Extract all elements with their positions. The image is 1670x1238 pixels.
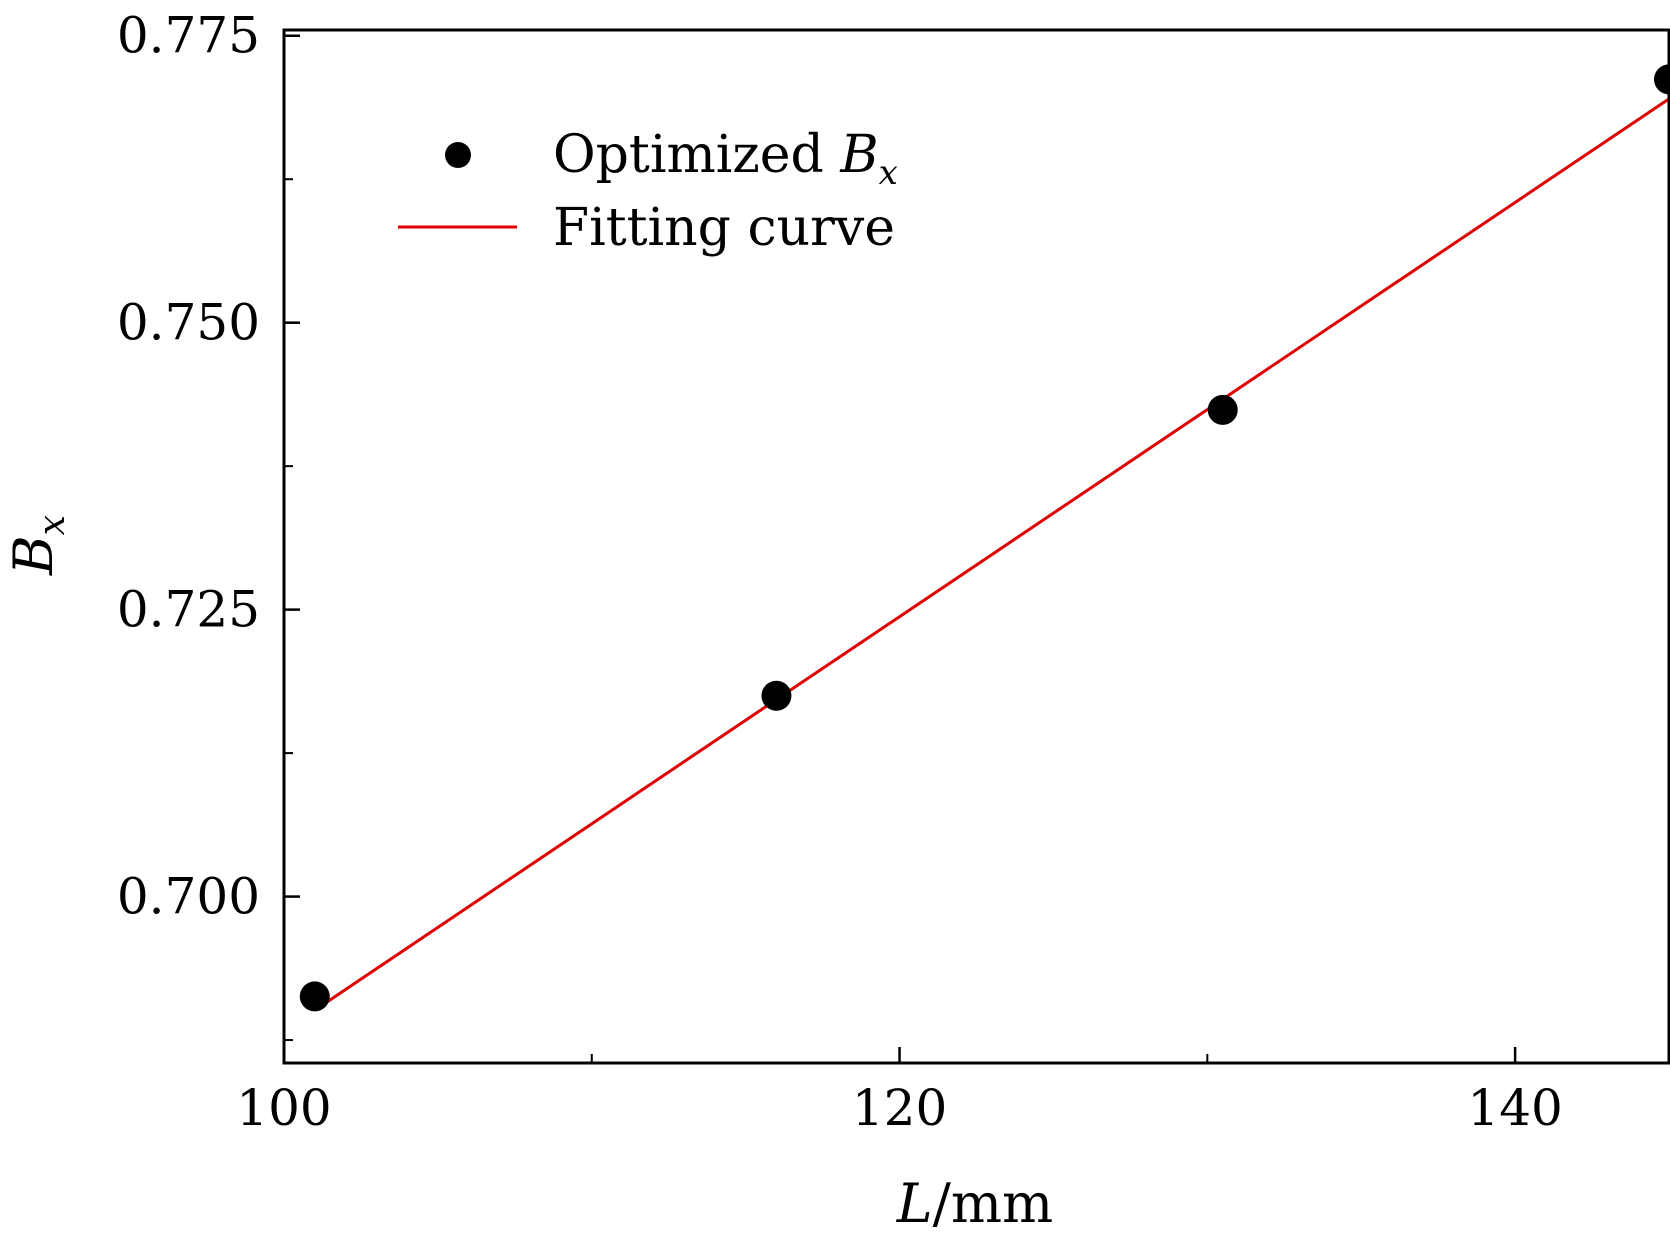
tick-labels: 100 120 140 0.700 0.725 0.750 0.775 bbox=[117, 7, 1563, 1137]
data-point-0 bbox=[299, 981, 330, 1012]
x-tick-label-2: 140 bbox=[1467, 1079, 1562, 1137]
major-ticks bbox=[282, 34, 1517, 1063]
plot-frame bbox=[282, 28, 1670, 1065]
y-tick-label-2: 0.750 bbox=[117, 294, 260, 352]
legend-label-optimized-sub: x bbox=[879, 153, 898, 193]
data-point-1 bbox=[761, 680, 792, 711]
legend-marker-optimized bbox=[445, 142, 471, 168]
series-layer bbox=[299, 64, 1670, 1012]
legend-label-optimized-main: B bbox=[839, 125, 878, 185]
legend: Optimized Bx Fitting curve bbox=[398, 125, 898, 258]
legend-label-optimized: Optimized Bx bbox=[553, 125, 898, 193]
data-point-2 bbox=[1207, 394, 1238, 425]
legend-label-fitting: Fitting curve bbox=[553, 198, 895, 258]
fitting-curve-line bbox=[313, 97, 1670, 1012]
y-tick-label-0: 0.700 bbox=[117, 868, 260, 926]
x-tick-label-1: 120 bbox=[852, 1079, 947, 1137]
x-axis-label: L/mm bbox=[896, 1172, 1053, 1235]
y-tick-label-3: 0.775 bbox=[117, 7, 260, 65]
y-axis-label-main: B bbox=[2, 535, 65, 576]
x-tick-label-0: 100 bbox=[236, 1079, 331, 1137]
x-axis-label-rest: /mm bbox=[933, 1172, 1054, 1235]
y-axis-label-sub: x bbox=[32, 515, 73, 535]
y-tick-label-1: 0.725 bbox=[117, 581, 260, 639]
data-point-3 bbox=[1654, 64, 1670, 95]
x-axis-label-main: L bbox=[896, 1172, 933, 1235]
y-axis-label: Bx bbox=[2, 515, 73, 576]
legend-label-optimized-text: Optimized bbox=[553, 125, 840, 185]
minor-ticks bbox=[284, 178, 1209, 1063]
